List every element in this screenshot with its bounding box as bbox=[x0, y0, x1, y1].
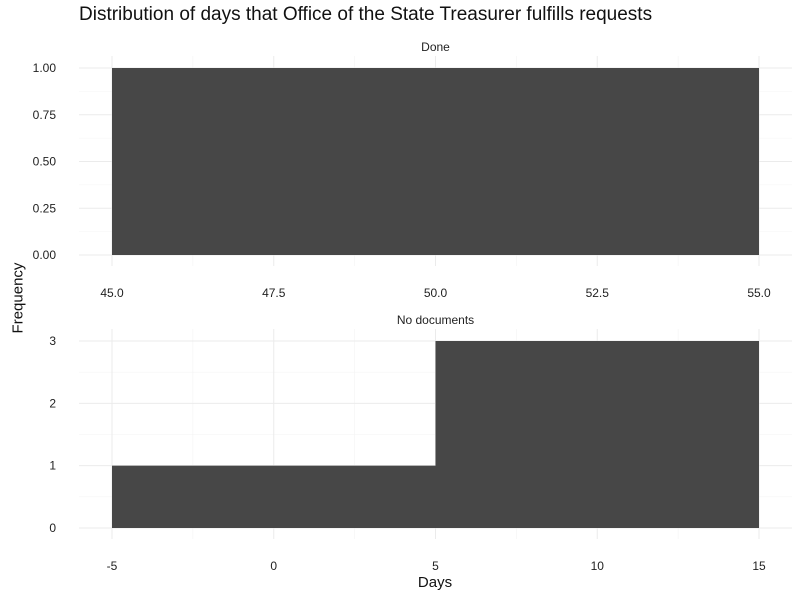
histogram-bar bbox=[112, 465, 436, 528]
x-tick-label: 0 bbox=[270, 559, 277, 573]
y-tick-label: 0.75 bbox=[33, 108, 57, 122]
x-tick-label: 10 bbox=[591, 559, 605, 573]
x-tick-label: 15 bbox=[752, 559, 766, 573]
y-tick-label: 0.00 bbox=[33, 248, 57, 262]
y-tick-label: 1 bbox=[49, 459, 56, 473]
y-tick-label: 0.50 bbox=[33, 155, 57, 169]
facet-strip-label: Done bbox=[421, 40, 450, 54]
facet-strip-label: No documents bbox=[397, 313, 474, 327]
x-tick-label: 5 bbox=[432, 559, 439, 573]
y-tick-label: 0.25 bbox=[33, 201, 57, 215]
x-tick-label: 52.5 bbox=[586, 286, 610, 300]
x-tick-label: 45.0 bbox=[100, 286, 124, 300]
x-tick-label: 55.0 bbox=[747, 286, 771, 300]
y-tick-label: 3 bbox=[49, 334, 56, 348]
chart-title: Distribution of days that Office of the … bbox=[79, 4, 653, 25]
histogram-bar bbox=[112, 68, 759, 255]
x-axis-label: Days bbox=[417, 574, 453, 591]
x-tick-label: -5 bbox=[107, 559, 118, 573]
y-tick-label: 1.00 bbox=[33, 61, 57, 75]
histogram-bar bbox=[435, 341, 759, 528]
y-tick-label: 2 bbox=[49, 396, 56, 410]
y-tick-label: 0 bbox=[49, 521, 56, 535]
x-tick-label: 50.0 bbox=[424, 286, 448, 300]
x-tick-label: 47.5 bbox=[262, 286, 286, 300]
